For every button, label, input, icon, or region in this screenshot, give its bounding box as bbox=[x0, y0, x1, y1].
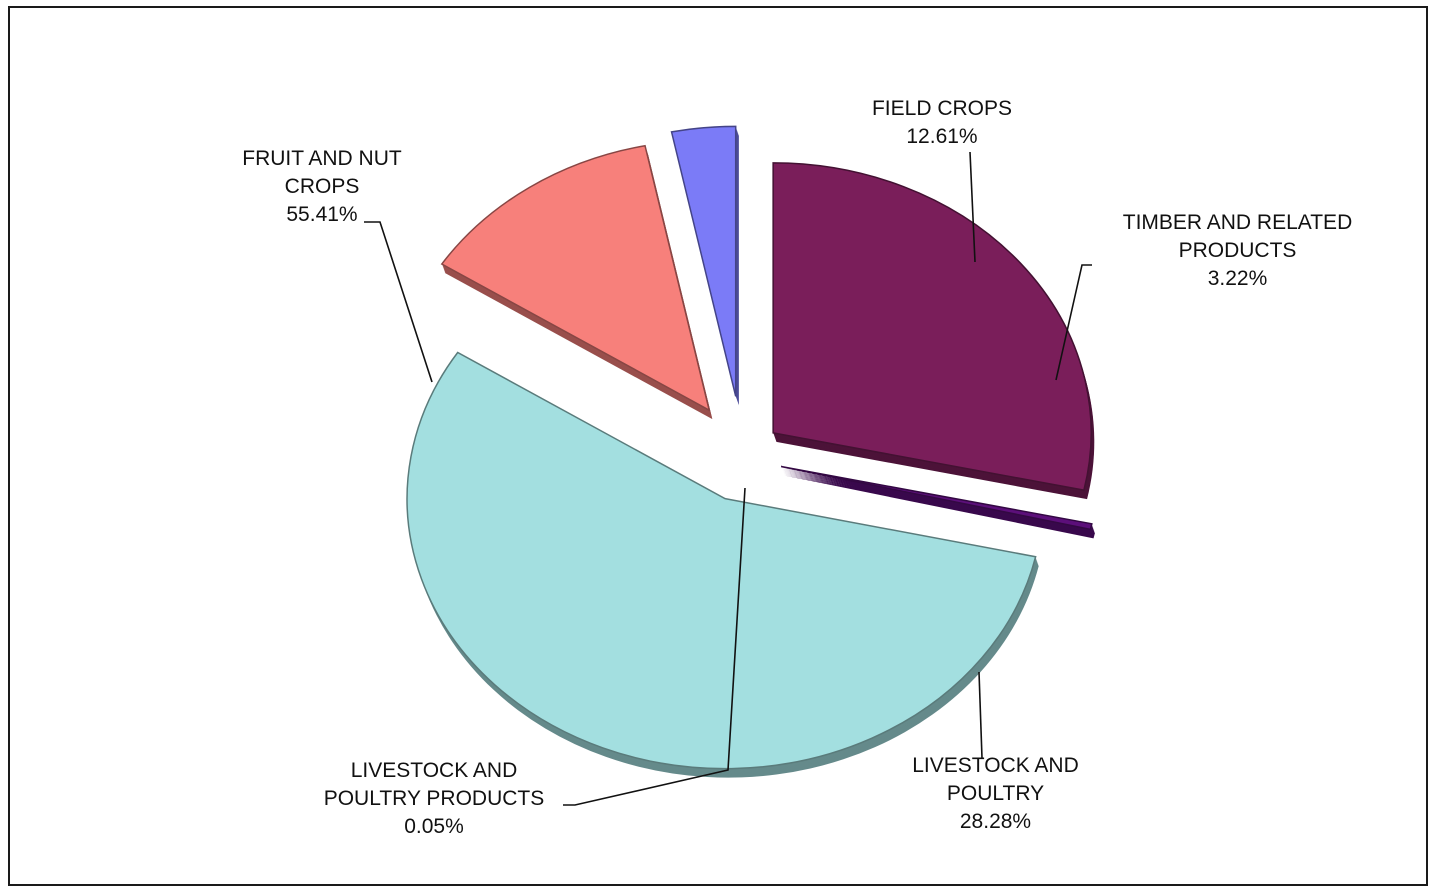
slice-depth-livestock-and-poultry-products bbox=[783, 472, 1094, 536]
slice-depth-livestock-and-poultry-products bbox=[783, 473, 1095, 537]
slice-depth-livestock-and-poultry-products bbox=[782, 469, 1093, 533]
label-livestock-name-1: LIVESTOCK AND bbox=[912, 754, 1079, 777]
leader-line-timber-and-related-products bbox=[1055, 264, 1092, 381]
label-livestock-and-poultry: LIVESTOCK AND POULTRY 28.28% bbox=[888, 752, 1103, 836]
slice-depth-livestock-and-poultry-products bbox=[783, 474, 1095, 538]
label-fruit-name-2: CROPS bbox=[284, 175, 360, 198]
label-livestock-and-poultry-products: LIVESTOCK AND POULTRY PRODUCTS 0.05% bbox=[300, 757, 568, 841]
leader-line-field-crops bbox=[969, 151, 976, 263]
label-fruit-value: 55.41% bbox=[286, 203, 358, 226]
slice-fruit-and-nut-crops bbox=[406, 351, 1037, 770]
label-field-value: 12.61% bbox=[906, 125, 978, 148]
slice-timber-and-related-products bbox=[670, 125, 737, 397]
slice-depth-livestock-and-poultry-products bbox=[782, 471, 1094, 535]
label-field-crops: FIELD CROPS 12.61% bbox=[842, 95, 1042, 151]
label-products-name-2: POULTRY PRODUCTS bbox=[323, 787, 545, 810]
slice-depth-livestock-and-poultry-products bbox=[784, 475, 1095, 539]
leader-line-fruit-and-nut-crops bbox=[364, 221, 433, 383]
label-fruit-name-1: FRUIT AND NUT bbox=[242, 147, 402, 170]
label-fruit-and-nut-crops: FRUIT AND NUT CROPS 55.41% bbox=[222, 145, 422, 229]
label-field-name-1: FIELD CROPS bbox=[871, 97, 1013, 120]
slice-livestock-and-poultry-products bbox=[780, 465, 1093, 531]
label-timber-name-1: TIMBER AND RELATED bbox=[1122, 211, 1353, 234]
label-timber-value: 3.22% bbox=[1207, 267, 1268, 290]
leader-line-livestock-and-poultry bbox=[978, 671, 983, 759]
label-products-name-1: LIVESTOCK AND bbox=[350, 759, 518, 782]
leader-line-livestock-and-poultry-products bbox=[563, 487, 746, 806]
slice-field-crops bbox=[440, 144, 711, 412]
slice-depth-livestock-and-poultry-products bbox=[781, 468, 1093, 532]
label-timber-name-2: PRODUCTS bbox=[1178, 239, 1297, 262]
label-timber-and-related-products: TIMBER AND RELATED PRODUCTS 3.22% bbox=[1095, 209, 1380, 293]
label-livestock-value: 28.28% bbox=[959, 810, 1032, 833]
label-livestock-name-2: POULTRY bbox=[946, 782, 1045, 805]
label-products-value: 0.05% bbox=[404, 815, 464, 838]
slice-depth-livestock-and-poultry-products bbox=[782, 470, 1094, 534]
slice-livestock-and-poultry bbox=[772, 162, 1092, 492]
